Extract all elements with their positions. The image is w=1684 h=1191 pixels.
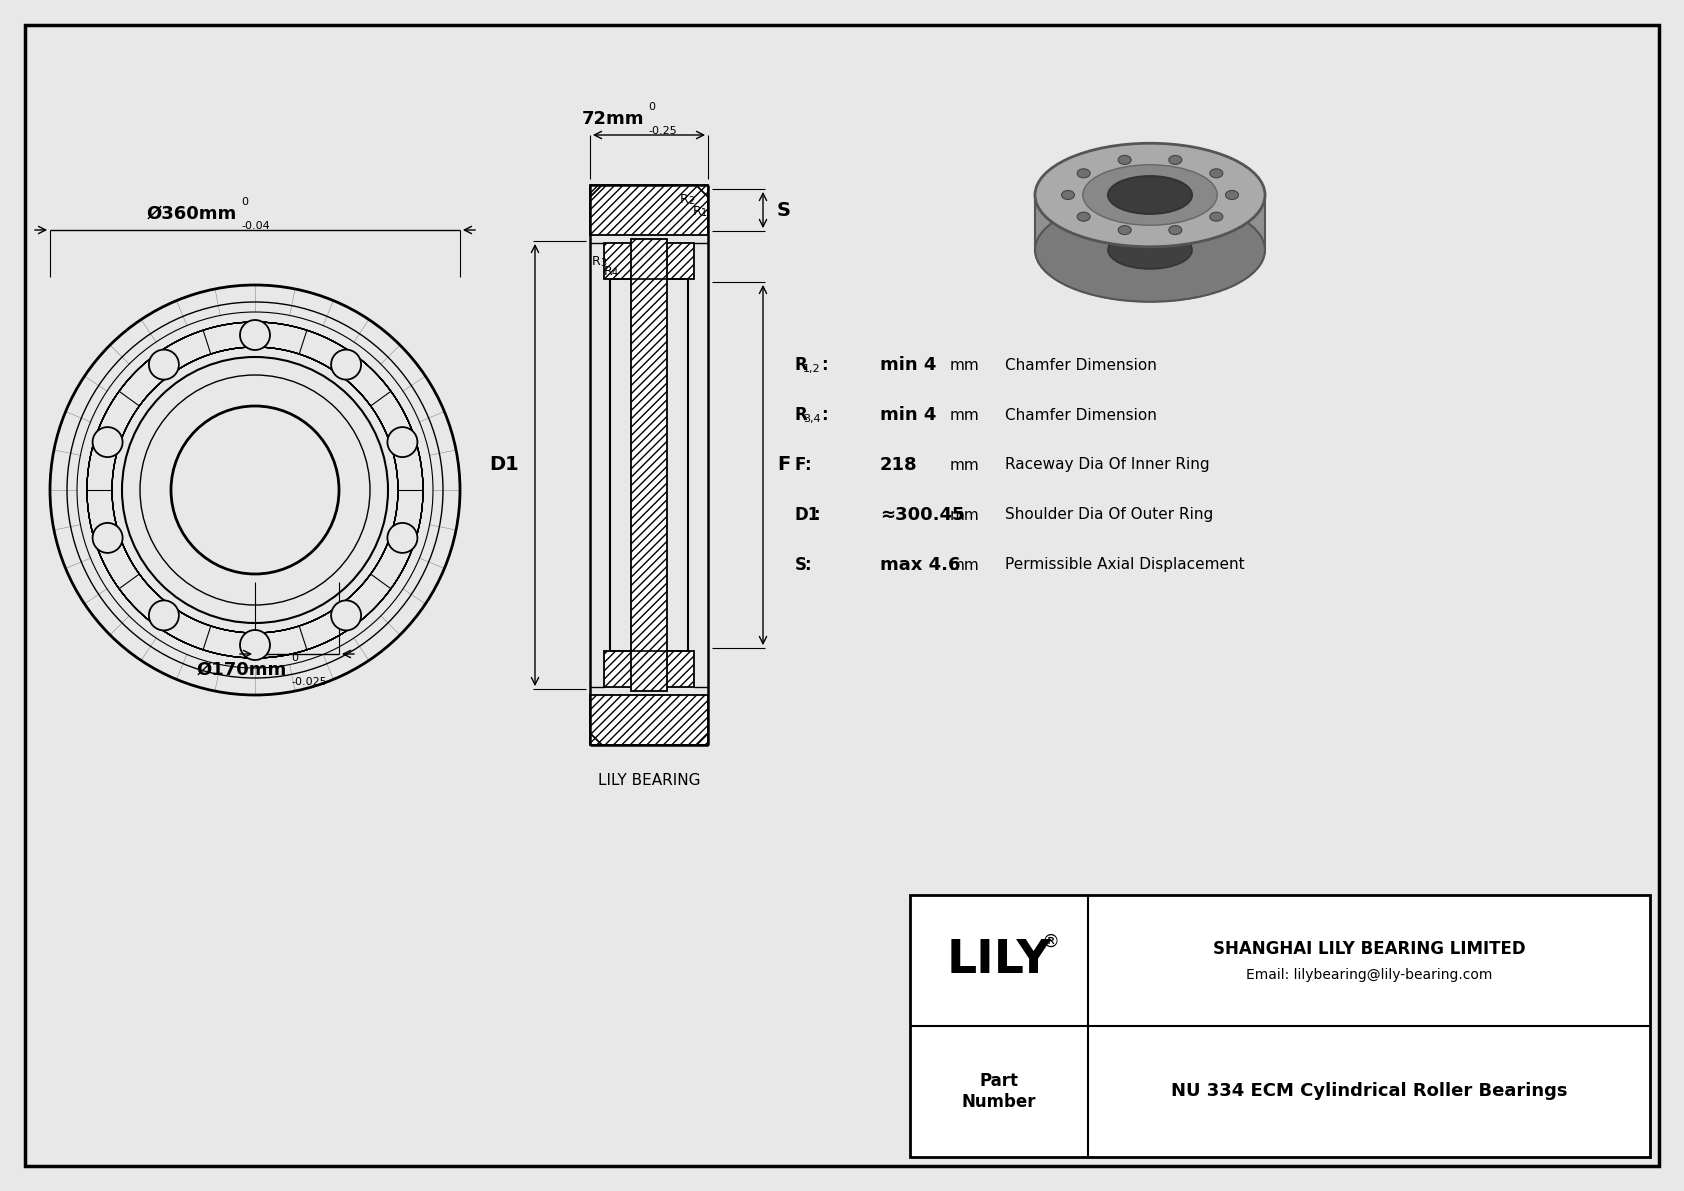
Text: LILY: LILY bbox=[946, 939, 1051, 983]
Ellipse shape bbox=[1169, 225, 1182, 235]
Text: 0: 0 bbox=[241, 197, 248, 207]
Ellipse shape bbox=[1036, 143, 1265, 247]
Text: R: R bbox=[694, 205, 702, 218]
Ellipse shape bbox=[1118, 225, 1132, 235]
Text: 72mm: 72mm bbox=[581, 110, 643, 127]
Text: mm: mm bbox=[950, 557, 980, 573]
Ellipse shape bbox=[1061, 191, 1074, 200]
Text: Raceway Dia Of Inner Ring: Raceway Dia Of Inner Ring bbox=[1005, 457, 1209, 473]
Ellipse shape bbox=[1078, 212, 1090, 222]
Text: F: F bbox=[776, 455, 790, 474]
Circle shape bbox=[241, 630, 269, 660]
Ellipse shape bbox=[1169, 155, 1182, 164]
Text: Chamfer Dimension: Chamfer Dimension bbox=[1005, 407, 1157, 423]
Ellipse shape bbox=[1209, 169, 1223, 177]
Text: mm: mm bbox=[950, 457, 980, 473]
Text: ≈300.45: ≈300.45 bbox=[881, 506, 965, 524]
Text: R: R bbox=[593, 255, 601, 268]
Text: LILY BEARING: LILY BEARING bbox=[598, 773, 701, 788]
Text: 218: 218 bbox=[881, 456, 918, 474]
Text: -0.025: -0.025 bbox=[291, 676, 327, 687]
Text: mm: mm bbox=[950, 357, 980, 373]
Text: 1: 1 bbox=[701, 208, 707, 218]
Text: -0.25: -0.25 bbox=[648, 126, 677, 136]
Text: 1,2: 1,2 bbox=[803, 364, 820, 374]
Text: R: R bbox=[680, 193, 689, 206]
Text: Part
Number: Part Number bbox=[962, 1072, 1036, 1111]
Text: Ø360mm: Ø360mm bbox=[147, 205, 237, 223]
Bar bbox=[909, 894, 1650, 1156]
Ellipse shape bbox=[1108, 231, 1192, 269]
Text: Email: lilybearing@lily-bearing.com: Email: lilybearing@lily-bearing.com bbox=[1246, 967, 1492, 981]
Circle shape bbox=[148, 600, 179, 630]
Circle shape bbox=[93, 428, 123, 457]
Bar bbox=[632, 239, 667, 691]
Text: min 4: min 4 bbox=[881, 356, 936, 374]
Text: Chamfer Dimension: Chamfer Dimension bbox=[1005, 357, 1157, 373]
Text: Shoulder Dia Of Outer Ring: Shoulder Dia Of Outer Ring bbox=[1005, 507, 1212, 523]
Text: D1: D1 bbox=[490, 455, 519, 474]
Circle shape bbox=[387, 428, 418, 457]
Text: max 4.6: max 4.6 bbox=[881, 556, 960, 574]
Bar bbox=[589, 696, 707, 746]
Text: :: : bbox=[803, 456, 810, 474]
Ellipse shape bbox=[1118, 155, 1132, 164]
Text: R: R bbox=[605, 266, 613, 278]
Text: NU 334 ECM Cylindrical Roller Bearings: NU 334 ECM Cylindrical Roller Bearings bbox=[1170, 1083, 1568, 1100]
Text: :: : bbox=[803, 556, 810, 574]
Bar bbox=[605, 651, 694, 687]
Text: :: : bbox=[822, 356, 827, 374]
Bar bbox=[605, 243, 694, 279]
Ellipse shape bbox=[1209, 212, 1223, 222]
Text: 2: 2 bbox=[689, 197, 694, 206]
Text: S: S bbox=[795, 556, 807, 574]
Text: R: R bbox=[795, 356, 808, 374]
Text: 0: 0 bbox=[648, 102, 655, 112]
Ellipse shape bbox=[1226, 191, 1238, 200]
Ellipse shape bbox=[1078, 169, 1090, 177]
Circle shape bbox=[148, 350, 179, 380]
Text: 0: 0 bbox=[291, 653, 298, 663]
Ellipse shape bbox=[1083, 164, 1218, 225]
Text: 3,4: 3,4 bbox=[803, 414, 820, 424]
Text: SHANGHAI LILY BEARING LIMITED: SHANGHAI LILY BEARING LIMITED bbox=[1212, 940, 1526, 958]
Circle shape bbox=[332, 350, 360, 380]
Text: 4: 4 bbox=[611, 268, 618, 278]
Text: min 4: min 4 bbox=[881, 406, 936, 424]
Text: :: : bbox=[813, 506, 820, 524]
Circle shape bbox=[93, 523, 123, 553]
Text: R: R bbox=[795, 406, 808, 424]
Text: Ø170mm: Ø170mm bbox=[197, 661, 286, 679]
Circle shape bbox=[241, 320, 269, 350]
Text: D1: D1 bbox=[795, 506, 820, 524]
Text: F: F bbox=[795, 456, 807, 474]
Text: S: S bbox=[776, 200, 791, 219]
Text: mm: mm bbox=[950, 407, 980, 423]
Circle shape bbox=[387, 523, 418, 553]
Text: 3: 3 bbox=[600, 258, 606, 268]
Bar bbox=[589, 185, 707, 235]
Text: -0.04: -0.04 bbox=[241, 222, 269, 231]
Circle shape bbox=[332, 600, 360, 630]
Text: mm: mm bbox=[950, 507, 980, 523]
Polygon shape bbox=[1108, 195, 1192, 269]
Text: Permissible Axial Displacement: Permissible Axial Displacement bbox=[1005, 557, 1244, 573]
Text: :: : bbox=[822, 406, 827, 424]
Ellipse shape bbox=[1036, 198, 1265, 301]
Ellipse shape bbox=[1108, 176, 1192, 214]
Polygon shape bbox=[1036, 195, 1265, 301]
Text: ®: ® bbox=[1041, 933, 1059, 950]
